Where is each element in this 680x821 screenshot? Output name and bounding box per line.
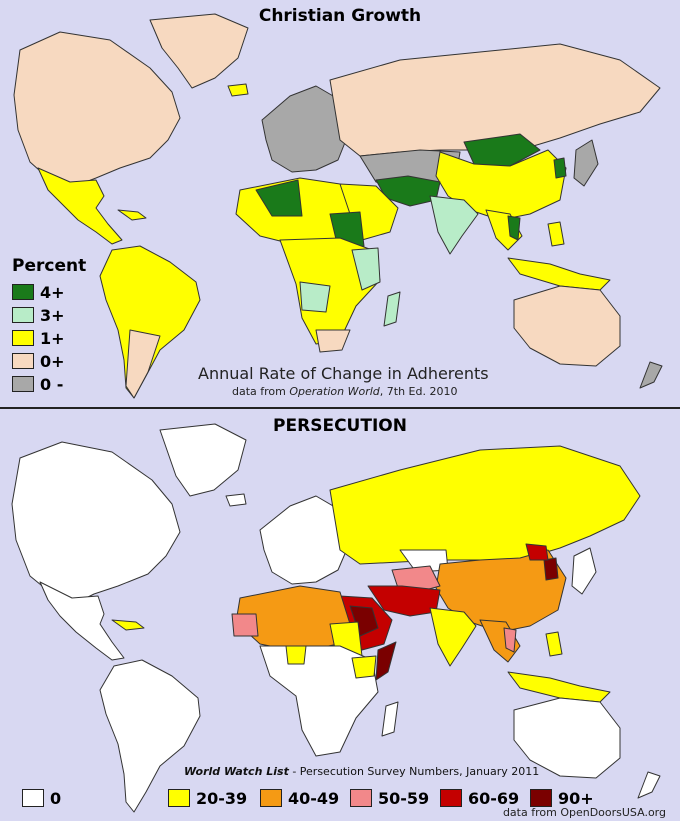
legend-item-50-59: 50-59 xyxy=(350,788,429,808)
australia-shape xyxy=(513,285,621,367)
central-africa-shape xyxy=(279,237,381,345)
legend-label-0: 0 xyxy=(50,788,62,808)
vietnam-shape xyxy=(507,215,521,241)
india-shape xyxy=(429,607,477,667)
mongolia-shape xyxy=(463,133,541,167)
mexico-central-america-shape xyxy=(37,167,123,245)
top-map-title: Christian Growth xyxy=(258,6,422,26)
korea-shape xyxy=(553,157,567,179)
christian-growth-map xyxy=(13,13,663,399)
china-shape xyxy=(435,549,567,633)
algeria-shape xyxy=(255,179,303,217)
panel-divider xyxy=(0,407,680,409)
indonesia-shape xyxy=(507,257,611,291)
new-zealand-shape xyxy=(637,771,661,799)
legend-swatch-4plus xyxy=(12,284,34,300)
legend-swatch-50-59 xyxy=(350,789,372,807)
world-watch-list-caption: World Watch List - Persecution Survey Nu… xyxy=(184,765,539,778)
korea-china-border-shape xyxy=(525,543,549,561)
persecution-map xyxy=(11,423,661,813)
somalia-shape xyxy=(375,641,397,681)
madagascar-shape xyxy=(381,701,399,737)
wwl-rest: - Persecution Survey Numbers, January 20… xyxy=(288,765,540,778)
legend-swatch-1plus xyxy=(12,330,34,346)
legend-label-90plus: 90+ xyxy=(558,788,594,808)
legend-item-1plus: 1+ xyxy=(12,328,65,348)
bottom-map-source: data from OpenDoorsUSA.org xyxy=(502,806,666,819)
iceland-shape xyxy=(227,83,249,97)
russia-shape xyxy=(329,445,641,565)
mexico-central-america-shape xyxy=(39,581,125,661)
south-america-shape xyxy=(99,659,201,813)
legend-swatch-0minus xyxy=(12,376,34,392)
australia-shape xyxy=(513,697,621,779)
legend-swatch-40-49 xyxy=(260,789,282,807)
legend-swatch-0plus xyxy=(12,353,34,369)
southern-cone-shape xyxy=(125,329,161,399)
legend-swatch-60-69 xyxy=(440,789,462,807)
legend-label-1plus: 1+ xyxy=(40,328,65,348)
legend-swatch-20-39 xyxy=(168,789,190,807)
legend-label-50-59: 50-59 xyxy=(378,788,430,808)
north-america-shape xyxy=(11,441,181,607)
legend-swatch-3plus xyxy=(12,307,34,323)
legend-label-40-49: 40-49 xyxy=(288,788,340,808)
legend-item-4plus: 4+ xyxy=(12,282,65,302)
greenland-shape xyxy=(149,13,249,89)
top-source-italic: Operation World xyxy=(289,385,380,398)
top-map-caption: Annual Rate of Change in Adherents xyxy=(198,364,489,383)
legend-swatch-0 xyxy=(22,789,44,807)
legend-label-0plus: 0+ xyxy=(40,351,65,371)
indonesia-shape xyxy=(507,671,611,703)
top-source-prefix: data from xyxy=(232,385,290,398)
south-america-shape xyxy=(99,245,201,399)
china-shape xyxy=(435,149,567,221)
japan-shape xyxy=(573,139,599,187)
greenland-shape xyxy=(159,423,247,497)
legend-label-4plus: 4+ xyxy=(40,282,65,302)
cuba-shape xyxy=(111,619,145,631)
caribbean-shape xyxy=(117,209,147,221)
laos-vietnam-shape xyxy=(503,627,517,653)
percent-legend-title: Percent xyxy=(12,256,87,276)
north-korea-shape xyxy=(543,557,559,581)
wwl-italic: World Watch List xyxy=(184,765,289,778)
legend-item-0: 0 xyxy=(22,788,61,808)
persecution-map-panel: PERSECUTION xyxy=(0,410,680,821)
philippines-shape xyxy=(547,221,565,247)
philippines-shape xyxy=(545,631,563,657)
legend-item-0minus: 0 - xyxy=(12,374,64,394)
india-shape xyxy=(429,195,479,255)
legend-label-0minus: 0 - xyxy=(40,374,64,394)
legend-swatch-90plus xyxy=(530,789,552,807)
europe-shape xyxy=(261,85,351,173)
iceland-shape xyxy=(225,493,247,507)
nigeria-shape xyxy=(285,645,307,665)
north-america-shape xyxy=(13,31,181,189)
europe-shape xyxy=(259,495,351,585)
central-africa-shape xyxy=(259,645,379,757)
mauritania-shape xyxy=(231,613,259,637)
top-source-suffix: , 7th Ed. 2010 xyxy=(379,385,458,398)
legend-label-20-39: 20-39 xyxy=(196,788,248,808)
new-zealand-shape xyxy=(639,361,663,389)
legend-label-3plus: 3+ xyxy=(40,305,65,325)
legend-label-60-69: 60-69 xyxy=(468,788,520,808)
madagascar-shape xyxy=(383,291,401,327)
legend-item-20-39: 20-39 xyxy=(168,788,247,808)
top-map-source: data from Operation World, 7th Ed. 2010 xyxy=(232,385,457,398)
bottom-map-title: PERSECUTION xyxy=(273,416,407,436)
east-africa-shape xyxy=(351,247,381,291)
angola-region-shape xyxy=(299,281,331,313)
legend-item-60-69: 60-69 xyxy=(440,788,519,808)
south-africa-shape xyxy=(315,329,351,353)
legend-item-90plus: 90+ xyxy=(530,788,594,808)
ethiopia-kenya-shape xyxy=(351,655,377,679)
legend-item-0plus: 0+ xyxy=(12,351,65,371)
christian-growth-map-panel: Christian Growth Percent 4+ 3+ 1+ 0+ 0 -… xyxy=(0,0,680,407)
legend-item-3plus: 3+ xyxy=(12,305,65,325)
legend-item-40-49: 40-49 xyxy=(260,788,339,808)
japan-shape xyxy=(571,547,597,595)
